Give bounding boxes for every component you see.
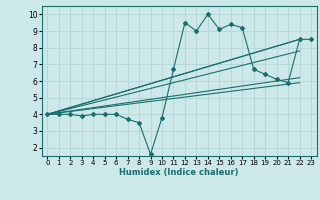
X-axis label: Humidex (Indice chaleur): Humidex (Indice chaleur): [119, 168, 239, 177]
